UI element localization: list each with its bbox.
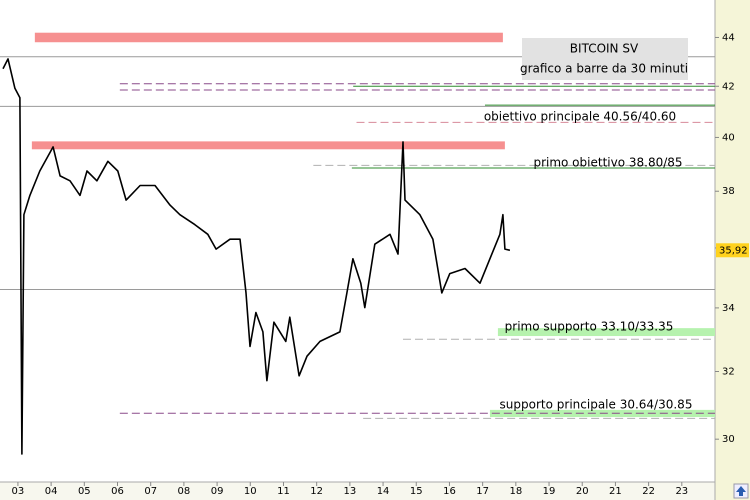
x-tick-label: 16	[443, 486, 456, 497]
x-tick-label: 21	[609, 486, 622, 497]
x-tick-label: 17	[476, 486, 489, 497]
x-tick-label: 08	[178, 486, 191, 497]
x-tick-label: 12	[310, 486, 323, 497]
x-tick-label: 20	[576, 486, 589, 497]
y-tick-label: 42	[722, 81, 735, 92]
annotation: supporto principale 30.64/30.85	[500, 398, 693, 412]
x-tick-label: 07	[144, 486, 157, 497]
x-tick-label: 22	[642, 486, 655, 497]
annotation: primo supporto 33.10/33.35	[505, 320, 674, 334]
scroll-button[interactable]	[733, 483, 749, 499]
x-tick-label: 15	[410, 486, 423, 497]
x-tick-label: 09	[211, 486, 224, 497]
price-line	[2, 58, 511, 455]
x-axis-band	[0, 482, 715, 500]
x-tick-label: 05	[78, 486, 91, 497]
zone	[34, 32, 503, 43]
chart-subtitle: grafico a barre da 30 minuti	[520, 62, 688, 76]
x-tick-label: 14	[377, 486, 390, 497]
x-tick-label: 04	[45, 486, 58, 497]
annotation: primo obiettivo 38.80/85	[533, 156, 682, 170]
x-tick-label: 18	[509, 486, 522, 497]
x-tick-label: 11	[277, 486, 290, 497]
zone	[497, 328, 715, 337]
title-box	[522, 38, 688, 80]
annotation: obiettivo principale 40.56/40.60	[484, 110, 676, 124]
price-tag-label: 35,92	[719, 245, 748, 256]
chart-title: BITCOIN SV	[570, 42, 639, 56]
y-tick-label: 34	[722, 303, 735, 314]
price-tag	[716, 243, 749, 258]
x-tick-label: 19	[543, 486, 556, 497]
x-tick-label: 23	[675, 486, 688, 497]
x-tick-label: 13	[343, 486, 356, 497]
y-tick-label: 30	[722, 434, 735, 445]
y-tick-label: 38	[722, 186, 735, 197]
y-tick-label: 44	[722, 32, 735, 43]
y-tick-label: 32	[722, 366, 735, 377]
y-tick-label: 40	[722, 132, 735, 143]
x-tick-label: 03	[12, 486, 25, 497]
x-tick-label: 06	[111, 486, 124, 497]
x-tick-label: 10	[244, 486, 257, 497]
zone	[31, 141, 505, 150]
